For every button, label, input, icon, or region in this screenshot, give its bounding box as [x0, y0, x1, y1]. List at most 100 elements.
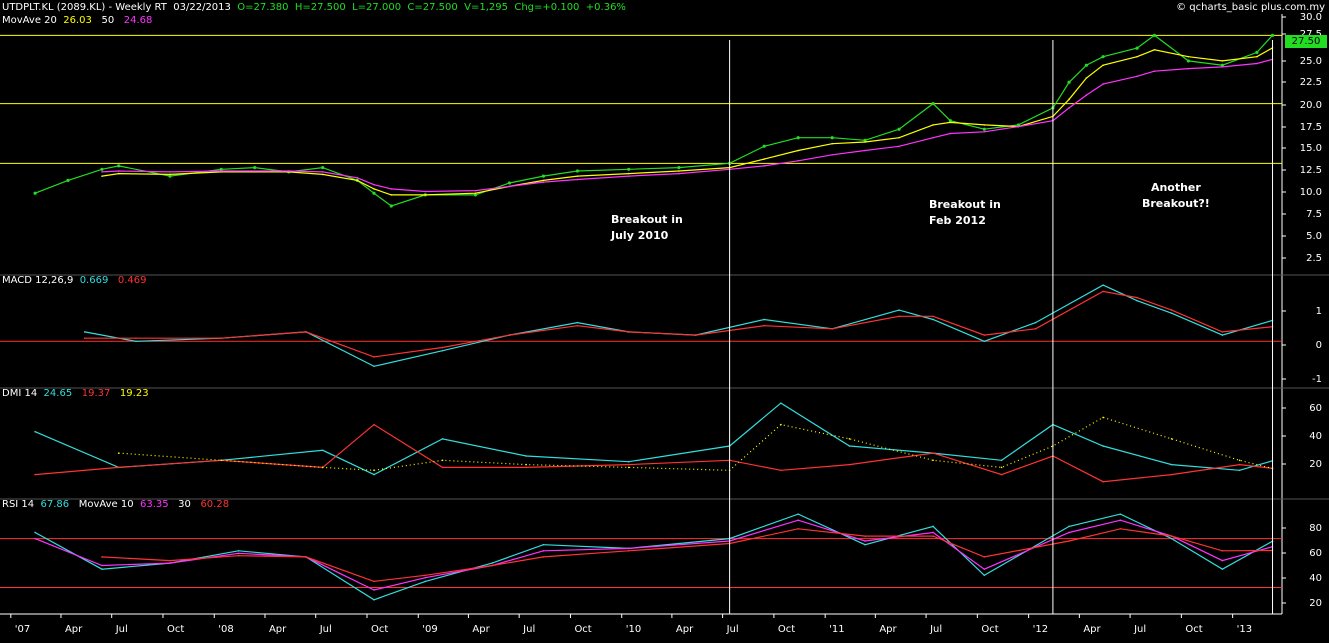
x-tick-label: Jul: [115, 624, 128, 635]
data-point: [321, 171, 324, 173]
data-point: [1221, 334, 1224, 336]
movave20-value: 26.03: [63, 15, 92, 26]
data-point: [441, 346, 444, 349]
data-point: [797, 513, 799, 515]
data-point: [1221, 60, 1224, 62]
data-point: [627, 463, 630, 466]
data-point: [949, 121, 952, 124]
annotation-line: Breakout?!: [1142, 197, 1210, 210]
data-point: [932, 318, 934, 321]
data-point: [1102, 284, 1104, 286]
annotation-breakout-2012: Breakout in Feb 2012: [929, 197, 1001, 229]
data-point: [627, 331, 630, 333]
macd-label: MACD 12,26,9: [2, 275, 74, 286]
data-point: [100, 167, 104, 171]
data-point: [424, 580, 427, 583]
data-point: [932, 315, 934, 318]
data-point: [1187, 55, 1190, 58]
data-point: [864, 540, 866, 542]
series-line-rsi: [34, 513, 1273, 601]
data-point: [1102, 445, 1104, 447]
data-point: [135, 340, 137, 343]
data-point: [389, 204, 393, 208]
data-point: [1153, 70, 1156, 72]
data-point: [797, 159, 799, 162]
data-point: [864, 149, 866, 152]
data-point: [1170, 463, 1173, 466]
data-point: [1068, 531, 1070, 534]
data-point: [627, 167, 631, 171]
data-point: [542, 556, 545, 558]
data-point: [1170, 312, 1173, 315]
x-tick-label: Apr: [676, 624, 694, 635]
data-point: [169, 171, 171, 173]
data-point: [117, 164, 121, 168]
data-point: [982, 127, 986, 131]
data-point: [441, 459, 444, 462]
data-point: [474, 189, 477, 192]
annotation-another-breakout: Another Breakout?!: [1142, 180, 1210, 212]
data-point: [1102, 416, 1104, 419]
data-point: [356, 179, 359, 182]
data-point: [780, 402, 782, 404]
series-line-price: [34, 34, 1273, 207]
data-point: [898, 145, 900, 148]
x-tick-label: Apr: [879, 624, 897, 635]
data-point: [1238, 469, 1241, 472]
data-point: [897, 127, 901, 131]
dmi-minus-value: 19.37: [81, 388, 111, 399]
data-point: [1000, 459, 1003, 462]
data-point: [117, 466, 120, 469]
annotation-line: Another: [1150, 181, 1201, 194]
data-point: [491, 564, 493, 567]
low-value: L=27.000: [352, 2, 402, 13]
annotation-line: Breakout in: [929, 198, 1001, 211]
data-point: [390, 194, 393, 196]
data-point: [1017, 125, 1020, 128]
y-tick-label: 60: [1309, 403, 1322, 414]
y-tick-label: 15.0: [1300, 143, 1322, 154]
rsi-ma-label: MovAve 10: [78, 499, 134, 510]
data-point: [848, 445, 851, 447]
y-tick-label: 80: [1309, 523, 1322, 534]
data-point: [763, 318, 765, 321]
data-point: [117, 452, 120, 454]
x-tick-label: Apr: [269, 624, 287, 635]
data-point: [83, 331, 86, 333]
data-point: [1084, 63, 1088, 67]
data-point: [1170, 309, 1173, 311]
data-point: [763, 165, 765, 167]
data-point: [83, 337, 86, 339]
x-tick-label: Jul: [522, 624, 535, 635]
movave-legend: MovAve 20 26.03 50 24.68: [2, 15, 152, 27]
data-point: [1256, 62, 1258, 65]
data-point: [627, 547, 630, 550]
data-point: [542, 179, 545, 182]
data-point: [1136, 299, 1138, 302]
data-point: [1221, 568, 1224, 570]
macd-legend: MACD 12,26,9 0.669 0.469: [2, 275, 147, 287]
data-point: [1170, 473, 1173, 476]
data-point: [983, 130, 986, 133]
x-tick-label: Apr: [472, 624, 490, 635]
high-value: H=27.500: [294, 2, 346, 13]
series-line--di: [34, 402, 1273, 476]
data-point: [441, 438, 444, 440]
x-tick-label: '10: [626, 624, 641, 635]
data-point: [321, 449, 324, 452]
data-point: [1152, 33, 1156, 37]
data-point: [253, 166, 257, 170]
rsi-legend: RSI 14 67.86 MovAve 10 63.35 30 60.28: [2, 499, 229, 511]
y-tick-label: 12.5: [1300, 165, 1322, 176]
data-point: [169, 559, 171, 562]
data-point: [373, 589, 375, 591]
data-point: [321, 166, 325, 170]
data-point: [1220, 63, 1224, 67]
movave50-value: 24.68: [123, 15, 153, 26]
data-point: [576, 321, 579, 324]
data-point: [373, 423, 375, 426]
data-point: [983, 568, 986, 570]
y-tick-label: 27.5: [1300, 29, 1322, 40]
data-point: [1238, 463, 1241, 466]
data-point: [542, 550, 545, 552]
